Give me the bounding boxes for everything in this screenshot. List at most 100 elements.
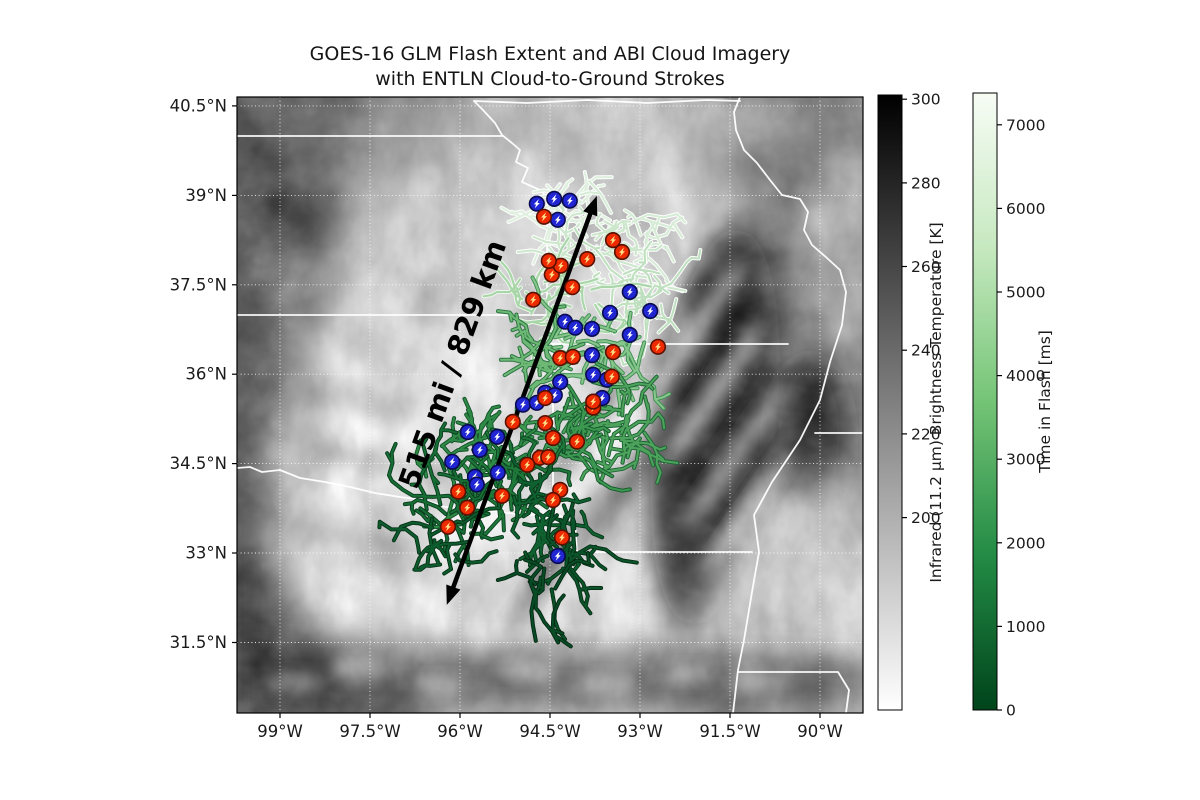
ir-colorbar-tick-label: 300	[911, 91, 941, 109]
cg-stroke-marker-red	[613, 243, 631, 261]
lightning-bolt-icon	[562, 317, 568, 327]
y-tick-label: 40.5°N	[170, 96, 227, 115]
lightning-bolt-icon	[589, 324, 595, 334]
lightning-bolt-icon	[647, 306, 654, 316]
y-tick-label: 39°N	[185, 186, 227, 205]
ir-colorbar-tick-label: 260	[911, 258, 941, 276]
cg-stroke-marker-red	[525, 291, 542, 308]
flash-trace	[502, 449, 604, 571]
state-border	[732, 97, 847, 713]
time-colorbar-tick-label: 4000	[1006, 367, 1045, 385]
x-tick-label: 96°W	[437, 722, 483, 741]
lightning-bolt-icon	[590, 397, 597, 407]
arrowhead	[583, 196, 598, 217]
cg-stroke-marker-red	[537, 389, 554, 407]
ir-colorbar-label: Infrared (11.2 μm) Brightness Temperatur…	[927, 222, 945, 582]
cg-stroke-marker-red	[540, 449, 557, 466]
lightning-bolt-icon	[610, 347, 616, 357]
cg-stroke-marker-blue	[549, 547, 566, 565]
cg-stroke-marker-blue	[444, 453, 461, 470]
cg-stroke-marker-blue	[642, 302, 659, 320]
lightning-bolt-icon	[536, 453, 543, 463]
time-colorbar-tick-label: 2000	[1006, 534, 1045, 552]
lightning-bolt-icon	[520, 400, 526, 410]
cg-stroke-marker-blue	[583, 347, 601, 364]
cg-stroke-marker-red	[603, 368, 620, 385]
lightning-bolt-icon	[550, 495, 556, 505]
cg-stroke-marker-red	[553, 529, 571, 546]
cg-stroke-marker-red	[568, 433, 586, 450]
time-colorbar-tick-label: 5000	[1006, 284, 1045, 302]
x-tick-label: 99°W	[257, 722, 303, 741]
cg-stroke-marker-red	[564, 279, 581, 296]
cg-stroke-marker-red	[535, 208, 553, 225]
ir-colorbar	[877, 94, 903, 711]
lightning-bolt-icon	[524, 460, 531, 470]
cg-stroke-marker-red	[544, 491, 562, 509]
cg-stroke-marker-red	[604, 344, 622, 361]
cg-stroke-marker-blue	[621, 326, 638, 343]
ir-colorbar-tick-label: 240	[911, 342, 941, 360]
x-tick-label: 90°W	[797, 722, 843, 741]
time-colorbar-label: Time in Flash [ms]	[1036, 330, 1054, 474]
lightning-bolt-icon	[610, 235, 616, 245]
cg-stroke-marker-red	[564, 348, 581, 365]
lightning-bolt-icon	[533, 398, 540, 408]
cg-stroke-marker-blue	[528, 195, 545, 212]
cg-stroke-marker-red	[493, 487, 511, 504]
cg-stroke-marker-blue	[583, 320, 601, 337]
cg-stroke-marker-red	[450, 483, 467, 500]
cg-stroke-marker-blue	[489, 464, 506, 481]
lightning-bolt-icon	[607, 308, 613, 318]
y-tick-label: 31.5°N	[170, 633, 227, 652]
lightning-bolt-icon	[599, 393, 606, 403]
lightning-bolt-icon	[557, 377, 564, 387]
lightning-bolt-icon	[626, 330, 633, 340]
lightning-bolt-icon	[590, 370, 597, 380]
lightning-bolt-icon	[533, 199, 540, 209]
lightning-bolt-icon	[449, 457, 456, 467]
lightning-bolt-icon	[542, 393, 549, 403]
x-tick-label: 97.5°W	[339, 722, 400, 741]
title-line-1: GOES-16 GLM Flash Extent and ABI Cloud I…	[309, 43, 791, 65]
cg-stroke-marker-blue	[514, 396, 532, 413]
x-tick-label: 91.5°W	[699, 722, 760, 741]
cg-stroke-marker-red	[585, 393, 602, 410]
lightning-bolt-icon	[473, 479, 480, 490]
lightning-bolt-icon	[655, 342, 661, 352]
lightning-bolt-icon	[608, 372, 615, 382]
lightning-bolt-icon	[464, 427, 471, 437]
time-colorbar-tick-label: 3000	[1006, 451, 1045, 469]
lightning-bolt-icon	[499, 491, 505, 501]
cg-stroke-marker-blue	[585, 366, 602, 383]
lightning-bolt-icon	[559, 532, 565, 543]
cg-stroke-marker-blue	[567, 319, 584, 336]
cg-stroke-marker-red	[540, 252, 557, 269]
lightning-bolt-icon	[548, 270, 555, 280]
lightning-bolt-icon	[530, 295, 537, 305]
y-tick-label: 36°N	[185, 365, 227, 384]
cg-stroke-marker-red	[537, 415, 554, 432]
cg-stroke-marker-blue	[468, 476, 485, 493]
lightning-bolt-icon	[464, 503, 471, 513]
figure-title: GOES-16 GLM Flash Extent and ABI Cloud I…	[237, 42, 863, 92]
lightning-bolt-icon	[589, 350, 595, 360]
lightning-bolt-icon	[494, 468, 501, 478]
x-tick-label: 93°W	[617, 722, 663, 741]
lightning-bolt-icon	[455, 487, 462, 497]
time-colorbar-tick-label: 6000	[1006, 200, 1045, 218]
y-tick-label: 34.5°N	[170, 454, 227, 473]
cg-stroke-marker-red	[579, 251, 596, 268]
cg-stroke-marker-blue	[489, 428, 506, 445]
time-colorbar-tick-label: 0	[1006, 702, 1016, 720]
arrowhead	[446, 584, 461, 605]
cg-stroke-marker-red	[459, 499, 476, 516]
lightning-bolt-icon	[554, 215, 561, 225]
lightning-bolt-icon	[476, 445, 483, 455]
lightning-bolt-icon	[584, 254, 591, 264]
lightning-bolt-icon	[541, 212, 547, 222]
x-tick-label: 94.5°W	[519, 722, 580, 741]
title-line-2: with ENTLN Cloud-to-Ground Strokes	[375, 68, 725, 90]
state-border	[473, 99, 741, 104]
